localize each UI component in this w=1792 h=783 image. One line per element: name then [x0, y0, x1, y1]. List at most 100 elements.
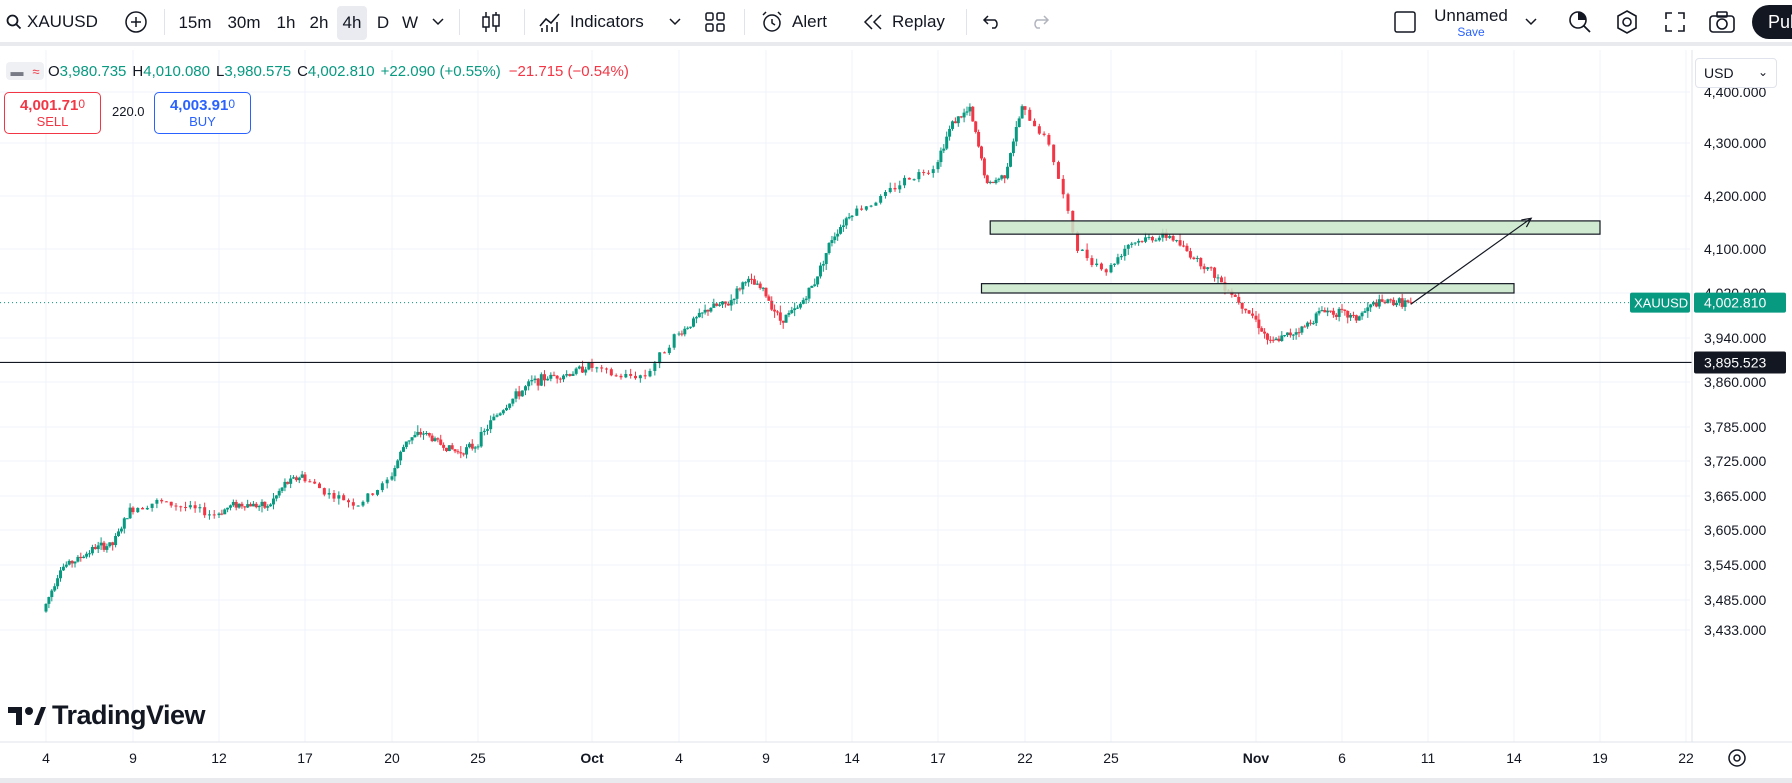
layout-name-block[interactable]: Unnamed Save [1433, 6, 1509, 39]
layout-templates-button[interactable] [704, 7, 726, 37]
indicators-button[interactable]: Indicators [538, 7, 644, 37]
settings-button[interactable] [1614, 7, 1640, 37]
candle-body [1349, 314, 1353, 318]
candle [1175, 239, 1179, 243]
indicators-dropdown[interactable] [669, 7, 681, 37]
timeframe-1h[interactable]: 1h [276, 13, 296, 32]
candle [680, 330, 684, 337]
time-axis-label: 20 [384, 750, 400, 766]
candle [257, 504, 261, 511]
hline-price-tag [1694, 351, 1786, 374]
candle [732, 298, 736, 305]
candle [96, 541, 100, 554]
publish-button[interactable]: Pub [1752, 5, 1792, 39]
candle [1329, 310, 1333, 313]
candle-body [648, 370, 652, 377]
candle-body [217, 513, 221, 516]
replay-label: Replay [892, 12, 945, 31]
candle [1202, 263, 1206, 274]
candle-body [893, 187, 897, 190]
candle [322, 487, 326, 497]
candle-body [1219, 277, 1223, 283]
candle [879, 194, 883, 205]
sell-button[interactable]: 4,001.710 SELL [4, 92, 101, 134]
candle-body [850, 215, 854, 218]
candle-body [562, 375, 565, 380]
candle [283, 478, 287, 492]
timeframe-30m[interactable]: 30m [227, 13, 261, 32]
compare-button[interactable] [124, 7, 148, 37]
candle [1154, 238, 1158, 242]
candle [102, 540, 106, 552]
screenshot-button[interactable] [1708, 7, 1736, 37]
timeframe-d[interactable]: D [376, 13, 390, 32]
undo-button[interactable] [982, 7, 1002, 37]
price-chart[interactable]: 4,400.0004,300.0004,200.0004,100.0004,02… [0, 50, 1792, 778]
candle-body [860, 208, 864, 210]
save-label[interactable]: Save [1457, 25, 1485, 39]
candle [141, 506, 145, 510]
candle-body [444, 447, 448, 452]
fullscreen-button[interactable] [1664, 7, 1686, 37]
legend-toggle[interactable]: ▬ ≈ [6, 62, 44, 80]
candle-body [568, 374, 572, 376]
chart-type-button[interactable] [480, 7, 502, 37]
quick-search-button[interactable] [1567, 7, 1593, 37]
candle-body [735, 288, 739, 299]
candle [577, 365, 581, 370]
candle [750, 273, 753, 285]
candle [922, 169, 926, 176]
layout-checkbox[interactable] [1393, 7, 1417, 37]
candle [430, 433, 434, 443]
alarm-clock-icon [762, 11, 782, 32]
timeframe-dropdown[interactable] [432, 7, 444, 37]
candle [543, 370, 546, 387]
symbol-search[interactable]: XAUUSD [6, 7, 98, 37]
candle [997, 177, 1001, 183]
price-axis-label: 4,200.000 [1704, 188, 1766, 204]
bottom-border [0, 778, 1792, 783]
candle [1033, 118, 1037, 127]
candle-body [980, 146, 983, 159]
candle-body [447, 445, 451, 452]
candle-body [430, 435, 434, 442]
candle [718, 302, 722, 307]
replay-button[interactable]: Replay [862, 7, 945, 37]
candle [308, 479, 312, 483]
candle-body [994, 179, 998, 184]
timeframe-15m[interactable]: 15m [178, 13, 212, 32]
candle-body [1280, 335, 1284, 342]
candle [959, 115, 963, 119]
alert-button[interactable]: Alert [760, 7, 827, 37]
candle-body [807, 287, 811, 299]
candle [836, 229, 840, 241]
candle [672, 333, 676, 350]
candle-body [1052, 144, 1056, 163]
candle-body [1343, 309, 1347, 311]
candle-body [600, 367, 604, 369]
redo-button[interactable] [1030, 7, 1050, 37]
currency-select[interactable]: USD ⌄ [1695, 58, 1777, 88]
candle-body [470, 443, 474, 449]
layout-dropdown[interactable] [1525, 7, 1537, 37]
candle [174, 503, 178, 511]
timeframe-w[interactable]: W [401, 13, 419, 32]
candle [888, 182, 892, 194]
price-axis-label: 3,665.000 [1704, 488, 1766, 504]
candle-body [155, 499, 159, 504]
candle-body [726, 303, 730, 306]
candle-body [131, 507, 135, 513]
candle [706, 309, 710, 316]
axis-settings-icon[interactable] [1728, 749, 1746, 767]
candle-body [1351, 314, 1355, 316]
buy-button[interactable]: 4,003.910 BUY [154, 92, 251, 134]
candle-body [1006, 166, 1010, 179]
candle [351, 498, 355, 510]
candle [956, 116, 960, 127]
candle-body [96, 545, 100, 550]
candle-body [1104, 269, 1108, 273]
symbol-tag-label: XAUUSD [1634, 296, 1688, 311]
timeframe-2h[interactable]: 2h [309, 13, 329, 32]
timeframe-4h[interactable]: 4h [337, 6, 367, 40]
candle [530, 375, 534, 386]
